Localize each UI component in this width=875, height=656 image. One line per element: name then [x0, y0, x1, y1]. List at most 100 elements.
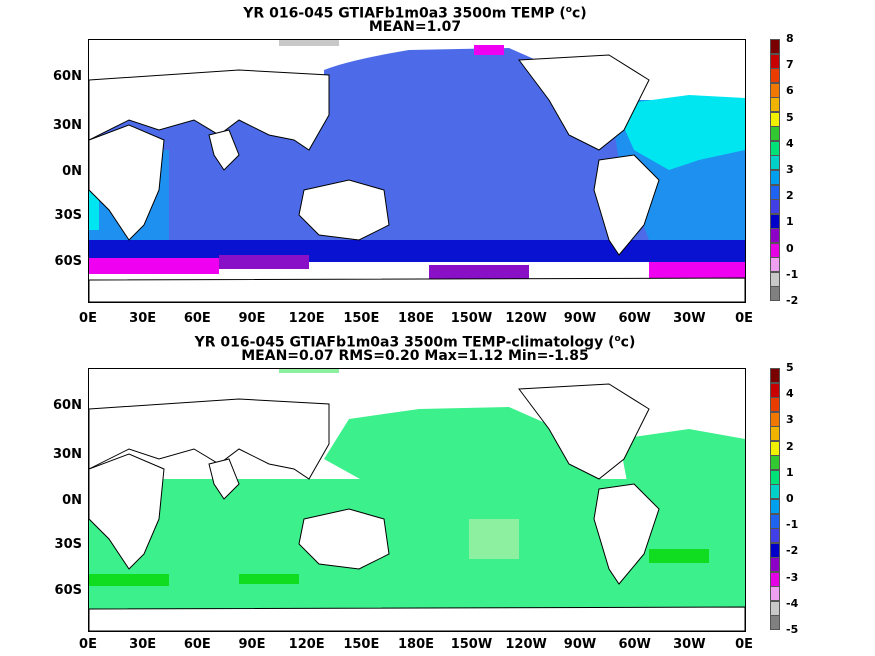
lat-label-60N: 60N	[53, 69, 82, 84]
lon-label-0E: 0E	[79, 311, 97, 326]
colorbar-label: -3	[786, 570, 799, 584]
colorbar-label: 2	[786, 189, 794, 203]
colorbar-label: 5	[786, 361, 794, 374]
top-land-namerica	[518, 54, 650, 151]
colorbar-swatch	[770, 155, 780, 171]
lat-label-60S: 60S	[54, 254, 82, 269]
lon-label-120W: 120W	[505, 311, 547, 326]
colorbar-swatch	[770, 140, 780, 156]
bottom-land-eurasia	[89, 398, 330, 480]
colorbar-label: 1	[786, 215, 794, 229]
top-field-magenta-w	[89, 258, 219, 274]
colorbar-swatch	[770, 397, 780, 413]
bottom-field-dark-c	[239, 574, 299, 584]
bottom-land-samerica	[593, 483, 660, 585]
colorbar-label: -5	[786, 623, 799, 636]
top-field-magenta-n	[474, 45, 504, 55]
lon-label-120W: 120W	[505, 637, 547, 652]
lat-label-30S: 30S	[54, 537, 82, 552]
colorbar-swatch	[770, 513, 780, 529]
colorbar-swatch	[770, 469, 780, 485]
top-map	[88, 39, 746, 303]
bottom-map	[88, 368, 746, 632]
lat-label-60S: 60S	[54, 583, 82, 598]
colorbar-label: 0	[786, 241, 794, 255]
colorbar-swatch	[770, 68, 780, 84]
colorbar-swatch	[770, 571, 780, 587]
colorbar-label: 4	[786, 387, 794, 401]
colorbar-label: 1	[786, 465, 794, 479]
colorbar-swatch	[770, 53, 780, 69]
colorbar-label: 2	[786, 439, 794, 453]
lon-label-30W: 30W	[673, 637, 706, 652]
colorbar-swatch	[770, 542, 780, 558]
lon-label-0E: 0E	[79, 637, 97, 652]
top-land-eurasia	[89, 69, 330, 151]
top-field-natlantic	[614, 95, 745, 170]
colorbar-swatch	[770, 228, 780, 244]
lon-label-0E: 0E	[735, 311, 753, 326]
lon-label-60E: 60E	[183, 637, 211, 652]
colorbar-swatch	[770, 257, 780, 273]
colorbar-label: 6	[786, 84, 794, 98]
lon-label-120E: 120E	[288, 637, 325, 652]
colorbar-swatch	[770, 82, 780, 98]
colorbar-label: -4	[786, 596, 799, 610]
lat-label-60N: 60N	[53, 398, 82, 413]
colorbar-label: 7	[786, 58, 794, 72]
lon-label-90W: 90W	[563, 637, 597, 652]
lon-label-60W: 60W	[618, 311, 651, 326]
colorbar-swatch	[770, 484, 780, 500]
colorbar-swatch	[770, 242, 780, 258]
bottom-field-npacific	[324, 407, 609, 499]
lon-label-60W: 60W	[618, 637, 651, 652]
lon-label-150W: 150W	[450, 637, 493, 652]
colorbar-swatch	[770, 271, 780, 287]
lon-label-90E: 90E	[238, 311, 266, 326]
lon-label-90E: 90E	[238, 637, 266, 652]
lon-label-150E: 150E	[343, 637, 380, 652]
bottom-field-dark-e	[649, 549, 709, 563]
colorbar-swatch	[770, 455, 780, 471]
top-land-india	[208, 129, 240, 171]
colorbar-label: 0	[786, 492, 794, 505]
colorbar-swatch	[770, 528, 780, 544]
bottom-land-africa	[89, 453, 165, 570]
lat-label-0N: 0N	[62, 493, 82, 508]
lon-label-30E: 30E	[129, 311, 157, 326]
colorbar-swatch	[770, 382, 780, 398]
top-land-antarctica	[89, 277, 745, 302]
lon-label-120E: 120E	[288, 311, 325, 326]
top-title-line2: MEAN=1.07	[368, 19, 462, 35]
bottom-title-line1: YR 016-045 GTIAFb1m0a3 3500m TEMP-climat…	[194, 334, 636, 351]
lon-label-30W: 30W	[673, 311, 706, 326]
colorbar-label: -2	[786, 294, 799, 307]
colorbar-swatch	[770, 213, 780, 229]
top-field-purple-w	[219, 255, 309, 269]
bottom-land-india	[208, 458, 240, 500]
lat-label-30N: 30N	[53, 118, 82, 133]
top-land-samerica	[593, 154, 660, 256]
lon-label-150W: 150W	[450, 311, 493, 326]
lon-label-90W: 90W	[563, 311, 597, 326]
lat-label-0N: 0N	[62, 164, 82, 179]
colorbar-label: 8	[786, 32, 794, 45]
bottom-field-light-n	[279, 369, 339, 373]
lon-label-30E: 30E	[129, 637, 157, 652]
colorbar-swatch	[770, 586, 780, 602]
lon-label-60E: 60E	[183, 311, 211, 326]
colorbar-swatch	[770, 199, 780, 215]
colorbar-swatch	[770, 557, 780, 573]
bottom-land-antarctica	[89, 606, 745, 631]
lon-label-180E: 180E	[398, 311, 435, 326]
colorbar-swatch	[770, 170, 780, 186]
colorbar-swatch	[770, 39, 780, 55]
top-colorbar: 8 7 6 5 4 3 2 1 0 -1 -2	[770, 32, 798, 307]
colorbar-swatch	[770, 126, 780, 142]
bottom-land-australia	[298, 508, 390, 570]
bottom-field-dark-w	[89, 574, 169, 586]
bottom-title-line2: MEAN=0.07 RMS=0.20 Max=1.12 Min=-1.85	[241, 348, 589, 364]
top-title-line1: YR 016-045 GTIAFb1m0a3 3500m TEMP (oc)	[243, 5, 587, 22]
bottom-land-namerica	[518, 383, 650, 480]
colorbar-label: 3	[786, 413, 794, 427]
